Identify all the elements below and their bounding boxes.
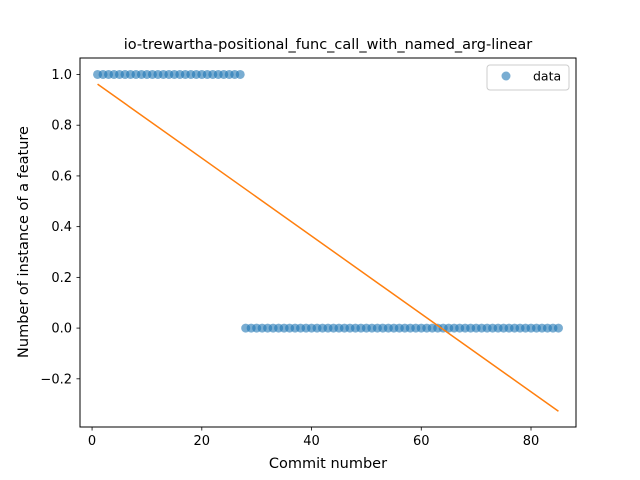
data-point [553,323,563,333]
y-tick-label: 0.0 [51,322,72,337]
legend-box [486,64,570,91]
data-point [235,69,245,79]
x-tick-label: 20 [194,434,211,449]
plot-marks [93,69,563,412]
y-tick-label: −0.2 [40,372,72,387]
x-tick-label: 80 [523,434,540,449]
plot-frame [79,57,577,428]
legend-marker-data [501,71,511,81]
x-tick-label: 60 [413,434,430,449]
x-axis-title: Commit number [269,456,387,472]
x-axis: 0 20 40 60 80 [88,427,539,449]
x-tick-label: 40 [303,434,320,449]
chart-title: io-trewartha-positional_func_call_with_n… [124,37,532,53]
y-axis-title: Number of instance of a feature [16,126,32,358]
y-tick-label: 0.8 [51,119,72,134]
x-tick-label: 0 [88,434,96,449]
y-tick-label: 0.2 [51,271,72,286]
y-tick-label: 1.0 [51,68,72,83]
y-axis: −0.2 0.0 0.2 0.4 0.6 0.8 1.0 [40,68,80,387]
legend-label-data: data [533,69,561,84]
y-tick-label: 0.4 [51,220,72,235]
fit-line [97,83,559,412]
legend: data [486,64,570,91]
y-tick-label: 0.6 [51,169,72,184]
